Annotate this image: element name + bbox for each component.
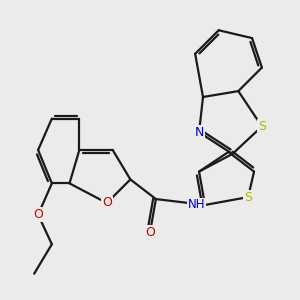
Text: O: O — [102, 196, 112, 209]
Text: NH: NH — [188, 199, 205, 212]
Text: S: S — [258, 120, 266, 133]
Text: N: N — [194, 126, 204, 139]
Text: S: S — [244, 190, 252, 204]
Text: O: O — [145, 226, 155, 239]
Text: O: O — [33, 208, 43, 221]
